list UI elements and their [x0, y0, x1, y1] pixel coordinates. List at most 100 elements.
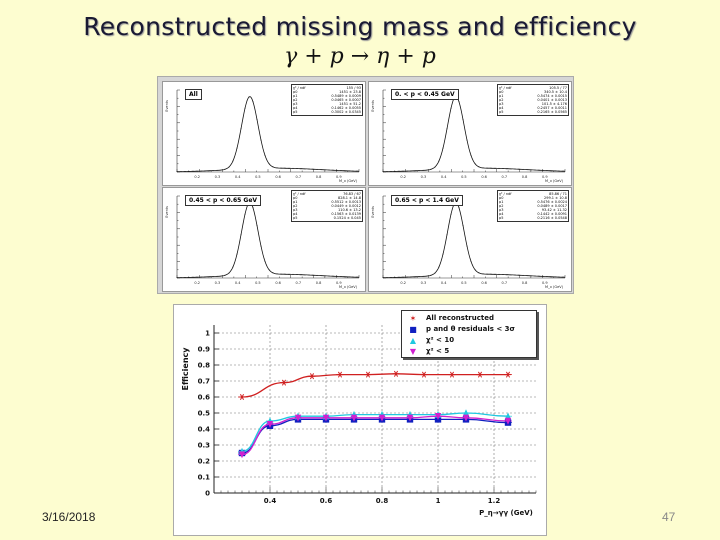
efficiency-legend: ✶ All reconstructed ■ p and θ residuals … — [401, 310, 537, 358]
y-axis-label: Events — [165, 100, 169, 112]
histogram-point — [224, 274, 226, 276]
histogram-point — [248, 96, 250, 98]
histogram-point — [434, 272, 436, 274]
fit-stat-row: p4 0.1462 ± 0.0055 — [293, 106, 361, 110]
histogram-point — [498, 273, 500, 275]
x-axis-label: M_x (GeV) — [339, 285, 358, 289]
histogram-point — [470, 260, 472, 262]
histogram-point — [336, 169, 338, 171]
fit-stats-box: χ² / ndf 105.5 / 77 p0 340.5 ± 10.4 p1 0.5474… — [497, 84, 569, 116]
fit-param-name: p1 — [293, 94, 298, 98]
histogram-point — [188, 170, 190, 172]
histogram-point — [312, 168, 314, 170]
star-marker-icon: ✶ — [409, 313, 417, 323]
efficiency-chart: 0 0.1 0.2 0.3 0.4 0.5 0.6 0.7 0.8 0.9 1 0.4 0.6 0.8 1 1… — [181, 325, 537, 517]
histogram-point — [506, 168, 508, 170]
y-tick-label: 0.2 — [198, 458, 211, 466]
slide-date: 3/16/2018 — [42, 510, 96, 524]
x-tick-label: 1.2 — [488, 497, 501, 505]
histogram-point — [300, 168, 302, 170]
legend-entry: ▼ χ² < 5 — [408, 346, 449, 356]
fit-param-value: 105.5 / 77 — [549, 86, 567, 90]
x-tick-label: 0.8 — [316, 281, 322, 285]
histogram-point — [188, 276, 190, 278]
star-stroke — [393, 370, 399, 377]
fit-stat-row: p3 110.6 ± 13.2 — [293, 208, 361, 212]
histogram-point — [232, 266, 234, 268]
fit-param-name: p5 — [293, 110, 298, 114]
fit-param-name: p4 — [499, 106, 504, 110]
mass-panel-all: 0.2 0.3 0.4 0.5 0.6 0.7 0.8 0.9 M_x (GeV) Events A… — [162, 81, 366, 186]
legend-label: χ² < 10 — [426, 336, 455, 344]
x-tick-label: 0.5 — [461, 175, 467, 179]
data-point — [420, 371, 428, 378]
histogram-point — [344, 170, 346, 172]
histogram-point — [224, 168, 226, 170]
fit-stat-row: p4 0.2457 ± 0.0011 — [499, 106, 567, 110]
histogram-point — [558, 276, 560, 278]
histogram-point — [200, 276, 202, 278]
histogram-point — [228, 166, 230, 168]
histogram-point — [426, 169, 428, 171]
fit-stat-row: p1 0.5489 ± 0.0009 — [293, 94, 361, 98]
data-point — [448, 371, 456, 378]
fit-param-name: p4 — [293, 106, 298, 110]
star-stroke — [477, 371, 483, 378]
fit-param-value: 0.5476 ± 0.0024 — [537, 200, 567, 204]
fit-param-name: χ² / ndf — [499, 86, 512, 90]
fit-stat-row: p1 0.5474 ± 0.0015 — [499, 94, 567, 98]
histogram-point — [236, 253, 238, 255]
fit-param-value: 0.1563 ± 0.0139 — [331, 212, 361, 216]
fit-stat-row: p3 1451 ± 51.2 — [293, 102, 361, 106]
histogram-point — [418, 276, 420, 278]
histogram-point — [478, 166, 480, 168]
histogram-point — [320, 275, 322, 277]
mass-panel-mid-p: 0.2 0.3 0.4 0.5 0.6 0.7 0.8 0.9 M_x (GeV) Events 0… — [162, 187, 366, 292]
x-tick-label: 0.6 — [275, 175, 281, 179]
histogram-point — [200, 170, 202, 172]
fit-param-name: p0 — [293, 196, 298, 200]
histogram-point — [522, 168, 524, 170]
fit-param-value: 0.5512 ± 0.0013 — [331, 200, 361, 204]
histogram-point — [410, 276, 412, 278]
triangle-up-marker-icon: ▲ — [409, 335, 417, 345]
fit-param-value: 0.0449 ± 0.0012 — [331, 204, 361, 208]
fit-stat-row: p0 340.5 ± 10.4 — [499, 90, 567, 94]
histogram-point — [272, 272, 274, 274]
histogram-point — [442, 147, 444, 149]
histogram-point — [180, 277, 182, 279]
mass-histogram: 0.2 0.3 0.4 0.5 0.6 0.7 0.8 0.9M_x (GeV) Events — [371, 89, 566, 183]
histogram-point — [514, 274, 516, 276]
histogram-point — [386, 277, 388, 279]
fit-param-name: p4 — [293, 212, 298, 216]
x-tick-label: 0.8 — [376, 497, 389, 505]
histogram-point — [506, 274, 508, 276]
star-stroke — [281, 379, 287, 386]
fit-stat-row: p5 0.1524 ± 0.045 — [293, 216, 361, 220]
histogram-point — [542, 169, 544, 171]
fit-param-value: 1451 ± 51.2 — [339, 102, 361, 106]
x-tick-label: 0.4 — [264, 497, 277, 505]
x-tick-label: 0.2 — [400, 281, 406, 285]
fit-param-value: 299.1 ± 10.8 — [544, 196, 567, 200]
histogram-point — [486, 273, 488, 275]
fit-param-name: p2 — [293, 204, 298, 208]
series-line — [241, 373, 508, 398]
histogram-point — [324, 275, 326, 277]
x-tick-label: 0.3 — [215, 281, 221, 285]
x-tick-label: 0.8 — [522, 281, 528, 285]
histogram-point — [220, 169, 222, 171]
data-point — [462, 409, 470, 417]
data-point — [378, 414, 386, 422]
histogram-point — [348, 276, 350, 278]
x-axis-label: M_x (GeV) — [339, 179, 358, 183]
histogram-point — [328, 275, 330, 277]
series-group — [238, 413, 512, 459]
histogram-point — [466, 139, 468, 141]
histogram-point — [542, 275, 544, 277]
fit-stat-row: p2 0.0489 ± 0.0017 — [499, 204, 567, 208]
data-point — [308, 373, 316, 380]
histogram-point — [450, 213, 452, 215]
histogram-point — [216, 275, 218, 277]
legend-entry: ■ p and θ residuals < 3σ — [408, 324, 515, 334]
